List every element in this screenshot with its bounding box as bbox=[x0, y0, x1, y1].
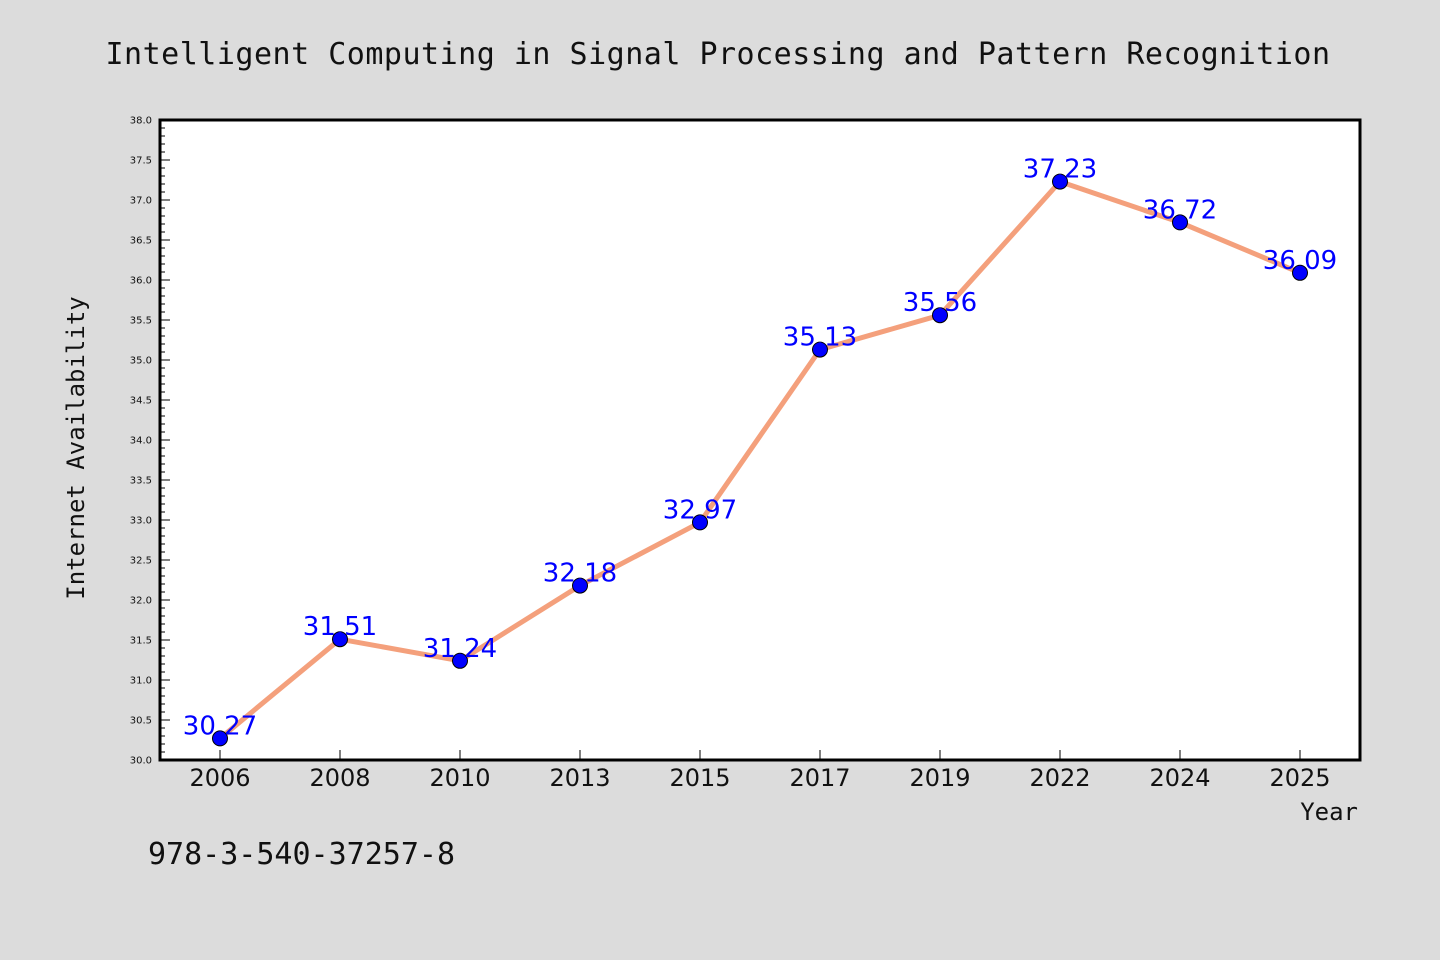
y-tick-label: 35.5 bbox=[130, 316, 152, 327]
data-label: 32.97 bbox=[663, 495, 737, 525]
x-tick-label: 2013 bbox=[549, 764, 610, 792]
data-point bbox=[1292, 264, 1308, 281]
x-axis-label: Year bbox=[1300, 798, 1358, 826]
data-markers bbox=[212, 173, 1308, 747]
y-tick-label: 37.5 bbox=[130, 156, 152, 167]
data-label: 31.51 bbox=[303, 612, 377, 642]
x-tick-label: 2025 bbox=[1269, 764, 1330, 792]
x-tick-label: 2022 bbox=[1029, 764, 1090, 792]
data-point bbox=[1172, 214, 1188, 231]
x-axis-ticks: 2006 2008 2010 2013 2015 2017 2019 2022 2024 2025 bbox=[189, 750, 1331, 792]
data-label: 36.09 bbox=[1263, 246, 1337, 276]
data-point bbox=[932, 307, 948, 324]
data-point bbox=[1052, 173, 1068, 190]
data-point bbox=[812, 341, 828, 358]
y-tick-label: 34.0 bbox=[130, 436, 152, 447]
data-point bbox=[692, 514, 708, 531]
x-tick-label: 2017 bbox=[789, 764, 850, 792]
y-axis-label: Internet Availability bbox=[62, 296, 90, 599]
isbn-text: 978-3-540-37257-8 bbox=[148, 837, 455, 872]
data-label: 35.13 bbox=[783, 323, 857, 353]
y-tick-label: 33.5 bbox=[130, 476, 152, 487]
y-tick-label: 36.0 bbox=[130, 276, 152, 287]
y-axis-ticks: 30.0 30.5 31.0 31.5 32.0 32.5 33.0 33.5 34.0 34.5… bbox=[130, 116, 170, 767]
y-tick-label: 31.5 bbox=[130, 636, 152, 647]
y-tick-label: 38.0 bbox=[130, 116, 152, 127]
x-tick-label: 2019 bbox=[909, 764, 970, 792]
y-tick-label: 34.5 bbox=[130, 396, 152, 407]
data-labels: 30.27 31.51 31.24 32.18 32.97 35.13 35.56 37.23… bbox=[183, 155, 1337, 742]
x-tick-label: 2008 bbox=[309, 764, 370, 792]
x-tick-label: 2010 bbox=[429, 764, 490, 792]
y-tick-label: 32.5 bbox=[130, 556, 152, 567]
data-label: 32.18 bbox=[543, 559, 617, 589]
chart-title: Intelligent Computing in Signal Processi… bbox=[105, 37, 1330, 72]
y-tick-label: 37.0 bbox=[130, 196, 152, 207]
data-point bbox=[452, 652, 468, 669]
y-tick-label: 30.0 bbox=[130, 756, 152, 767]
data-point bbox=[332, 631, 348, 648]
series-line bbox=[217, 179, 1303, 741]
y-tick-label: 36.5 bbox=[130, 236, 152, 247]
y-tick-label: 30.5 bbox=[130, 716, 152, 727]
data-point bbox=[212, 730, 228, 747]
data-label: 35.56 bbox=[903, 288, 977, 318]
y-tick-label: 35.0 bbox=[130, 356, 152, 367]
x-tick-label: 2006 bbox=[189, 764, 250, 792]
data-label: 37.23 bbox=[1023, 155, 1097, 185]
y-tick-label: 31.0 bbox=[130, 676, 152, 687]
y-tick-label: 32.0 bbox=[130, 596, 152, 607]
data-point bbox=[572, 577, 588, 594]
y-tick-label: 33.0 bbox=[130, 516, 152, 527]
x-tick-label: 2015 bbox=[669, 764, 730, 792]
data-label: 36.72 bbox=[1143, 195, 1217, 225]
x-tick-label: 2024 bbox=[1149, 764, 1210, 792]
series-line-group bbox=[217, 179, 1303, 741]
data-label: 31.24 bbox=[423, 634, 497, 664]
data-label: 30.27 bbox=[183, 711, 257, 741]
